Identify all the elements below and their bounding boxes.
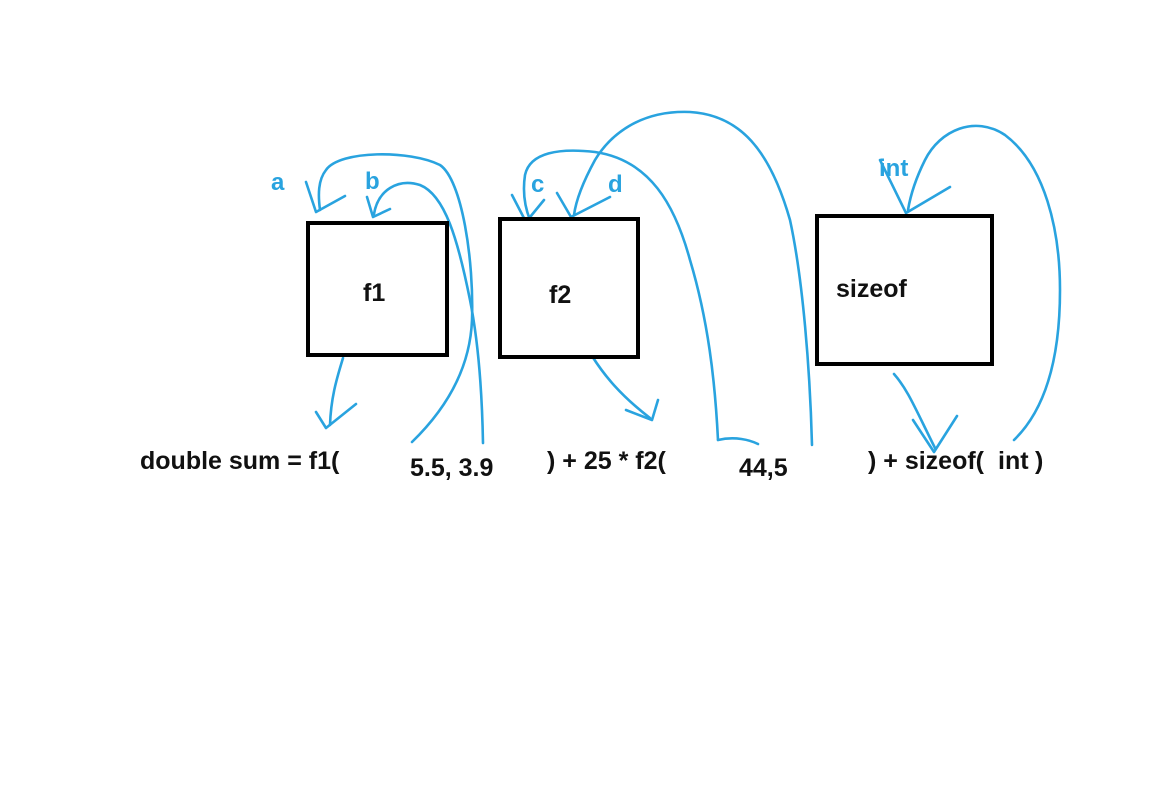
box-f2-frame <box>498 217 640 359</box>
int-arrowhead <box>878 158 952 215</box>
b-arrowhead <box>365 195 392 219</box>
code-prefix: double sum = f1( <box>140 447 340 475</box>
arg-3.9-to-b-arrow <box>372 181 485 445</box>
code-statement: double sum = f1( 5.5, 3.9 ) + 25 * f2( 4… <box>140 447 1043 482</box>
box-f1-label: f1 <box>363 279 385 307</box>
param-label-d: d <box>608 171 623 198</box>
code-int-keyword: int <box>998 447 1029 475</box>
box-sizeof-label: sizeof <box>836 275 908 303</box>
int-arg-to-int-param-arrow <box>906 124 1062 442</box>
sizeof-return-arrowhead <box>911 414 959 454</box>
box-f2-label: f2 <box>549 281 571 309</box>
f2-return-arrowhead <box>624 398 660 422</box>
box-f1-frame <box>306 221 449 357</box>
arg1-tail <box>716 437 760 446</box>
param-label-c: c <box>531 171 544 198</box>
f1-return-arrow <box>328 356 345 427</box>
f2-return-arrow <box>590 354 652 420</box>
arg-44,5-to-d-arrow <box>572 110 814 447</box>
box-f2: f2 <box>498 217 640 359</box>
code-mid: ) + 25 * f2( <box>547 447 666 475</box>
code-args2: 44,5 <box>739 454 788 482</box>
d-arrowhead <box>555 191 612 219</box>
box-sizeof-frame <box>815 214 994 366</box>
param-label-int: int <box>879 155 908 182</box>
param-label-a: a <box>271 169 285 196</box>
box-sizeof: sizeof <box>815 214 994 366</box>
param-label-b: b <box>365 168 380 195</box>
code-suffix-a: ) + sizeof( <box>868 447 985 475</box>
box-f1: f1 <box>306 221 449 357</box>
a-arrowhead <box>304 180 347 214</box>
sizeof-return-arrow <box>892 372 937 450</box>
arg1-to-c-arrow <box>522 149 720 442</box>
code-args1: 5.5, 3.9 <box>410 454 493 482</box>
code-suffix-b: ) <box>1035 447 1043 475</box>
f1-return-arrowhead <box>314 402 358 430</box>
arg-5.5-to-a-arrow <box>317 153 474 444</box>
